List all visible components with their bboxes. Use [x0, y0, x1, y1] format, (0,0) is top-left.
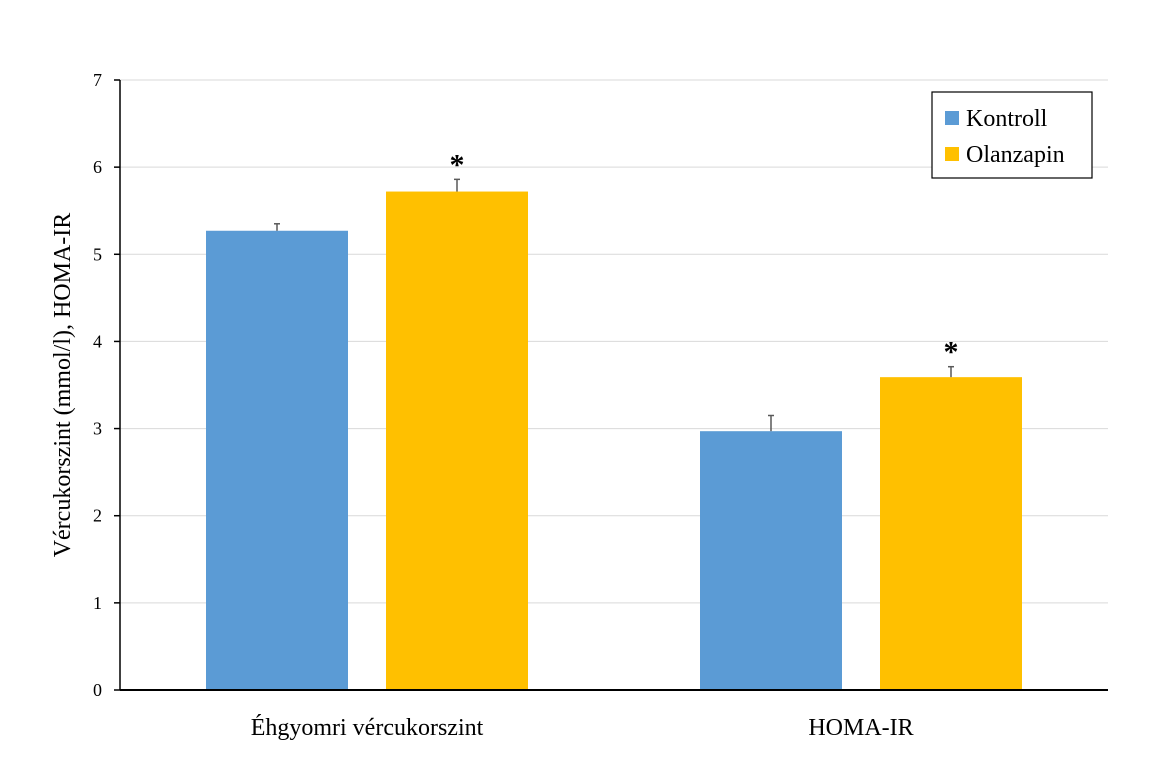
bars	[206, 191, 1022, 691]
y-tick-label: 6	[93, 157, 102, 177]
category-label: HOMA-IR	[808, 715, 913, 741]
axes	[114, 79, 1108, 691]
legend-box	[931, 91, 1093, 179]
error-bars	[274, 178, 954, 432]
legend-swatch-olanzapin	[945, 147, 959, 161]
y-tick-label: 4	[93, 331, 102, 351]
y-axis-title: Vércukorszint (mmol/l), HOMA-IR	[50, 213, 76, 558]
category-label: Éhgyomri vércukorszint	[251, 715, 484, 741]
legend-label-olanzapin: Olanzapin	[966, 142, 1065, 168]
legend-label-kontroll: Kontroll	[966, 106, 1048, 132]
y-tick-label: 5	[93, 244, 102, 264]
y-tick-label: 7	[93, 70, 102, 90]
bar-kontroll-2	[700, 431, 842, 690]
legend-swatch-kontroll	[945, 111, 959, 125]
y-tick-label: 0	[93, 680, 102, 700]
y-tick-labels: 0 1 2 3 4 5 6 7	[93, 70, 102, 700]
bar-olanzapin-1	[386, 191, 528, 691]
significance-marks: **	[450, 148, 959, 368]
y-tick-label: 1	[93, 593, 102, 613]
category-labels: Éhgyomri vércukorszint HOMA-IR	[251, 715, 914, 741]
y-tick-label: 2	[93, 506, 102, 526]
bar-kontroll-1	[206, 230, 348, 690]
legend: Kontroll Olanzapin	[931, 91, 1093, 179]
y-tick-label: 3	[93, 419, 102, 439]
bar-olanzapin-2	[880, 377, 1022, 690]
significance-mark: *	[450, 148, 465, 181]
significance-mark: *	[944, 336, 959, 369]
